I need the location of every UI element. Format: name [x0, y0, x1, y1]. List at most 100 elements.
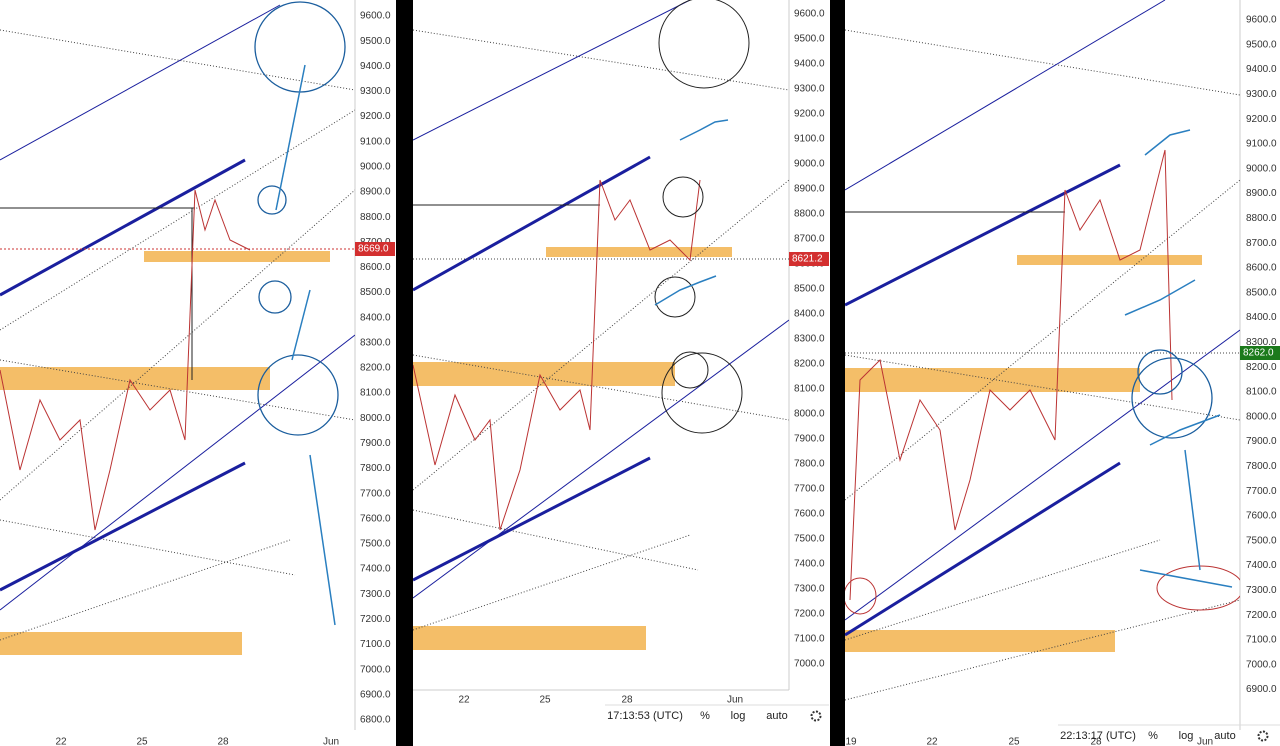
price-label: 7200.0: [1246, 610, 1277, 621]
toolbar-button[interactable]: log: [731, 710, 746, 722]
price-label: 8600.0: [360, 262, 391, 273]
price-tag: [789, 252, 829, 266]
price-label: 7000.0: [794, 659, 825, 670]
price-label: 9500.0: [1246, 39, 1277, 50]
toolbar-button[interactable]: auto: [1214, 730, 1235, 742]
price-label: 7800.0: [360, 463, 391, 474]
price-label: 7500.0: [360, 539, 391, 550]
price-label: 7800.0: [794, 459, 825, 470]
price-label: 7300.0: [794, 584, 825, 595]
price-label: 7100.0: [360, 639, 391, 650]
ui: 9600.0 9500.0 9400.0 9300.0 9200.0 9100.0 9000…: [55, 9, 1280, 746]
date-label: 22: [926, 737, 938, 746]
price-label: 7200.0: [360, 614, 391, 625]
price-label: 8300.0: [360, 337, 391, 348]
price-label: 8300.0: [1246, 337, 1277, 348]
price-label: 8900.0: [794, 184, 825, 195]
price-label: 9500.0: [794, 34, 825, 45]
price-label: 7700.0: [794, 484, 825, 495]
price-label: 8100.0: [360, 388, 391, 399]
price-label: 7700.0: [1246, 486, 1277, 497]
price-label: 8400.0: [1246, 312, 1277, 323]
price-label: 9000.0: [794, 159, 825, 170]
price-label: 9200.0: [1246, 114, 1277, 125]
price-label: 7500.0: [794, 534, 825, 545]
price-label: 7600.0: [360, 513, 391, 524]
date-label: Jun: [1197, 737, 1213, 746]
date-label: 25: [539, 695, 551, 706]
date-label: 25: [1008, 737, 1020, 746]
toolbar-button[interactable]: %: [700, 710, 710, 722]
price-label: 8800.0: [1246, 213, 1277, 224]
price-label: 8700.0: [794, 234, 825, 245]
price-label: 9300.0: [360, 86, 391, 97]
price-label: 9000.0: [360, 161, 391, 172]
price-label: 7800.0: [1246, 461, 1277, 472]
price-label: 9100.0: [360, 136, 391, 147]
price-label: 9000.0: [1246, 163, 1277, 174]
price-label: 6900.0: [360, 689, 391, 700]
price-label: 7100.0: [1246, 635, 1277, 646]
toolbar-button[interactable]: auto: [766, 710, 787, 722]
date-label: 19: [845, 737, 857, 746]
price-tag-label: 8262.0: [1243, 348, 1274, 359]
price-label: 7900.0: [360, 438, 391, 449]
toolbar-button[interactable]: log: [1179, 730, 1194, 742]
price-label: 8600.0: [1246, 263, 1277, 274]
price-label: 7200.0: [794, 609, 825, 620]
drawings: [845, 0, 1240, 701]
price-label: 8100.0: [794, 384, 825, 395]
price-label: 8500.0: [360, 287, 391, 298]
price-label: 7000.0: [1246, 659, 1277, 670]
price-label: 7300.0: [1246, 585, 1277, 596]
price-label: 7000.0: [360, 664, 391, 675]
price-label: 7700.0: [360, 488, 391, 499]
price-label: 7900.0: [1246, 436, 1277, 447]
price-label: 9300.0: [794, 84, 825, 95]
price-label: 6800.0: [360, 715, 391, 726]
price-label: 9600.0: [360, 11, 391, 22]
price-label: 7400.0: [360, 564, 391, 575]
price-label: 7400.0: [1246, 560, 1277, 571]
price-label: 8300.0: [794, 334, 825, 345]
price-tag: [1240, 346, 1280, 360]
clock: 17:13:53 (UTC): [607, 710, 683, 722]
price-label: 8800.0: [360, 212, 391, 223]
date-label: Jun: [727, 695, 743, 706]
price-label: 7100.0: [794, 634, 825, 645]
price-label: 8900.0: [1246, 188, 1277, 199]
clock: 22:13:17 (UTC): [1060, 730, 1136, 742]
price-label: 9600.0: [794, 9, 825, 20]
toolbar-button[interactable]: %: [1148, 730, 1158, 742]
price-label: 8700.0: [1246, 238, 1277, 249]
price-label: 7400.0: [794, 559, 825, 570]
price-label: 9200.0: [794, 109, 825, 120]
price-label: 7600.0: [794, 509, 825, 520]
price-label: 9400.0: [794, 59, 825, 70]
price-label: 9500.0: [360, 36, 391, 47]
date-label: 22: [458, 695, 470, 706]
settings-icon[interactable]: [1257, 730, 1269, 742]
price-label: 8200.0: [1246, 362, 1277, 373]
price-tag-label: 8621.2: [792, 254, 823, 265]
price-tag-label: 8669.0: [358, 244, 389, 255]
price-label: 9100.0: [1246, 139, 1277, 150]
price-tag: [355, 242, 395, 256]
drawings: [413, 0, 789, 650]
date-label: Jun: [323, 737, 339, 746]
price-label: 8000.0: [1246, 411, 1277, 422]
price-label: 8500.0: [794, 284, 825, 295]
price-label: 8100.0: [1246, 387, 1277, 398]
price-label: 7300.0: [360, 589, 391, 600]
price-label: 8000.0: [794, 409, 825, 420]
price-label: 7600.0: [1246, 511, 1277, 522]
price-label: 9300.0: [1246, 89, 1277, 100]
price-label: 8400.0: [360, 312, 391, 323]
price-label: 8400.0: [794, 309, 825, 320]
date-label: 28: [1090, 737, 1102, 746]
date-label: 25: [136, 737, 148, 746]
price-label: 9400.0: [1246, 64, 1277, 75]
settings-icon[interactable]: [810, 710, 822, 722]
price-label: 8500.0: [1246, 287, 1277, 298]
